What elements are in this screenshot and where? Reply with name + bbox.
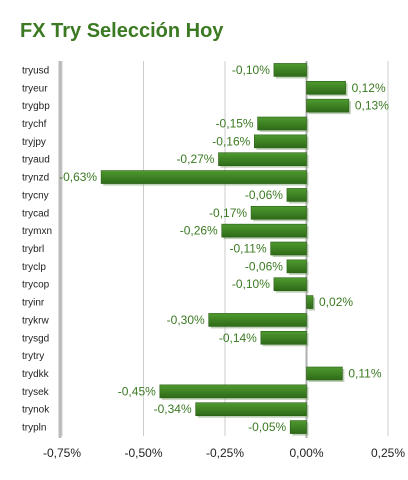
bars (100, 63, 351, 436)
bar (289, 420, 307, 434)
data-label: -0,14% (219, 331, 257, 345)
bar (273, 277, 307, 292)
bar (195, 402, 307, 417)
bar (260, 330, 307, 345)
category-label: trysek (22, 387, 50, 398)
chart-title: FX Try Selección Hoy (20, 20, 224, 42)
category-label: trynok (22, 405, 50, 416)
x-tick-label: -0,25% (206, 446, 244, 460)
data-label: -0,63% (59, 170, 97, 184)
bar (254, 134, 307, 149)
bar (257, 116, 307, 131)
category-label: trysgd (22, 333, 49, 344)
category-label: tryeur (22, 83, 48, 94)
bar (159, 384, 307, 399)
data-label: -0,34% (154, 402, 192, 416)
data-label: -0,27% (176, 152, 214, 166)
data-labels: -0,10% 0,12% 0,13% -0,15% -0,16% -0,27% -0,63%… (59, 63, 389, 434)
bar (306, 98, 350, 113)
category-label: tryjpy (22, 137, 46, 148)
category-label: trycad (22, 208, 49, 219)
data-label: 0,13% (355, 99, 389, 113)
category-label: trybrl (22, 244, 44, 255)
category-label: tryusd (22, 65, 49, 76)
category-label: trypln (22, 423, 46, 434)
x-tick-label: 0,25% (371, 446, 405, 460)
data-label: 0,12% (352, 81, 386, 95)
bar (306, 295, 314, 309)
bar (218, 152, 307, 167)
bar (273, 63, 307, 77)
data-label: -0,30% (167, 313, 205, 327)
data-label: -0,06% (245, 259, 283, 273)
category-label: trynzd (22, 173, 49, 184)
x-tick-label: -0,50% (124, 446, 162, 460)
data-label: -0,10% (232, 277, 270, 291)
data-label: -0,15% (216, 117, 254, 131)
category-label: trydkk (22, 369, 50, 380)
data-label: -0,26% (180, 224, 218, 238)
data-label: -0,06% (245, 188, 283, 202)
category-label: trygbp (22, 101, 50, 112)
data-label: -0,17% (209, 206, 247, 220)
category-label: trytry (22, 351, 44, 362)
category-label: trymxn (22, 226, 52, 237)
data-label: -0,45% (118, 384, 156, 398)
bar (286, 259, 307, 274)
bar (306, 366, 343, 381)
category-label: tryclp (22, 262, 46, 273)
bar (286, 188, 307, 202)
data-label: -0,05% (248, 420, 286, 434)
data-label: -0,16% (212, 134, 250, 148)
bar (100, 170, 307, 184)
category-label: trykrw (22, 315, 49, 326)
bar (208, 313, 307, 327)
category-label: tryinr (22, 298, 45, 309)
category-label: trycop (22, 280, 50, 291)
x-tick-label: -0,75% (43, 446, 81, 460)
bar (221, 223, 307, 238)
category-label: tryaud (22, 155, 50, 166)
data-label: 0,02% (319, 295, 353, 309)
data-label: -0,10% (232, 63, 270, 77)
data-label: 0,11% (348, 367, 381, 381)
category-label: trychf (22, 119, 47, 130)
x-tick-label: 0,00% (289, 446, 323, 460)
bar (306, 80, 346, 95)
bar (270, 241, 307, 256)
category-label: trycny (22, 190, 49, 201)
data-label: -0,11% (229, 242, 266, 256)
axes: -0,75% -0,50% -0,25% 0,00% 0,25% tryusd tryeur… (22, 61, 405, 460)
bar (250, 205, 307, 220)
